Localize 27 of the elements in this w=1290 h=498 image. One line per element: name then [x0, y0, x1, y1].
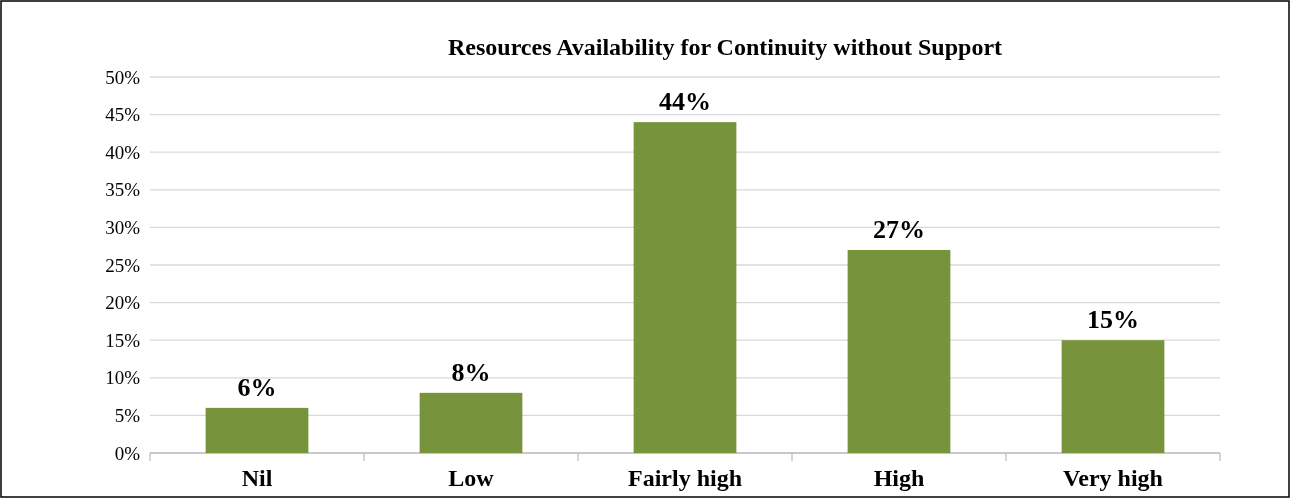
y-tick-label: 50%: [105, 66, 141, 88]
x-tick-label: Low: [448, 465, 495, 491]
bar: [633, 122, 737, 453]
data-label: 8%: [451, 357, 491, 387]
y-tick-label: 15%: [105, 329, 141, 351]
bar: [419, 392, 523, 453]
data-label: 27%: [873, 214, 925, 244]
data-label: 15%: [1087, 305, 1139, 335]
y-tick-label: 25%: [105, 254, 141, 276]
x-tick-label: Very high: [1063, 465, 1163, 491]
x-tick-label: High: [873, 465, 925, 491]
bar: [1061, 340, 1165, 453]
y-tick-label: 10%: [105, 367, 141, 389]
y-tick-label: 5%: [114, 405, 141, 427]
y-tick-label: 45%: [105, 104, 141, 126]
bar: [205, 407, 309, 453]
chart-title: Resources Availability for Continuity without Support: [447, 34, 1003, 60]
y-tick-label: 35%: [105, 179, 141, 201]
y-tick-label: 40%: [105, 141, 141, 163]
bar: [847, 249, 951, 453]
data-label: 44%: [659, 87, 711, 117]
y-tick-label: 30%: [105, 217, 141, 239]
y-tick-label: 20%: [105, 292, 141, 314]
x-tick-label: Nil: [241, 465, 273, 491]
y-tick-label: 0%: [114, 442, 141, 464]
data-label: 6%: [237, 372, 277, 402]
x-tick-label: Fairly high: [627, 465, 743, 491]
